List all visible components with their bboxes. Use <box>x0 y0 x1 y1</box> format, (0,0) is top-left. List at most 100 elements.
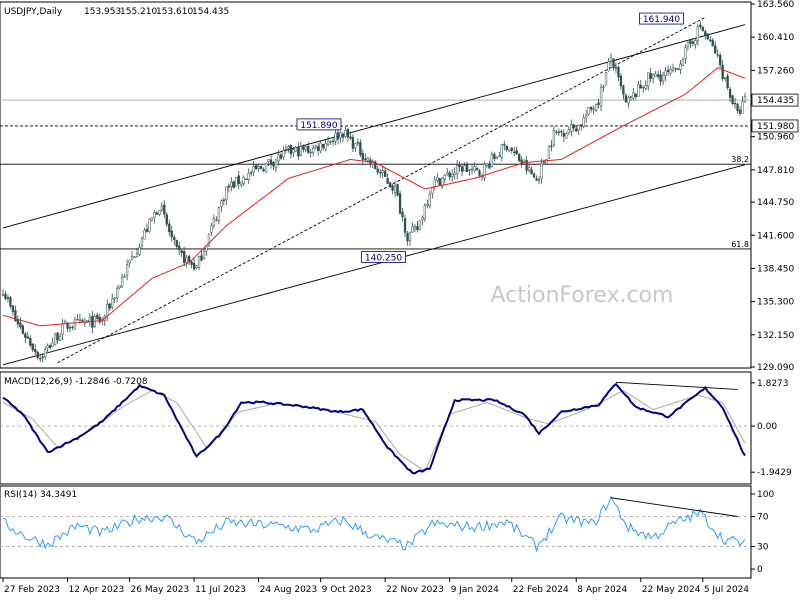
candle-body <box>150 217 154 221</box>
candle-body <box>711 39 714 47</box>
candle-body <box>366 157 369 161</box>
candle-body <box>468 169 471 171</box>
candle-body <box>34 349 37 353</box>
ohlc-high: 155.210 <box>120 7 157 17</box>
candle-body <box>187 255 191 262</box>
candle-body <box>178 245 181 250</box>
price-y-tick-label: 150.960 <box>757 133 794 143</box>
candle-body <box>629 96 632 98</box>
candle-body <box>396 184 399 196</box>
candle-body <box>706 33 709 40</box>
candle-body <box>81 319 84 322</box>
rsi-panel: RSI(14) 34.3491 100 70 30 0 <box>0 485 774 579</box>
candle-body <box>175 239 178 247</box>
candle-body <box>647 72 650 87</box>
candle-body <box>540 162 543 180</box>
candle-body <box>652 74 655 79</box>
candle-body <box>76 319 79 321</box>
candle-body <box>321 144 325 148</box>
candle-body <box>252 166 255 173</box>
candle-body <box>694 40 697 45</box>
candle-body <box>153 212 156 218</box>
candle-body <box>235 177 238 187</box>
fibonacci-level-label: 61.8 <box>731 240 749 249</box>
candle-body <box>197 256 201 268</box>
candle-body <box>458 164 461 167</box>
candle-body <box>49 345 52 348</box>
candle-body <box>495 157 498 160</box>
candle-body <box>349 136 352 139</box>
candle-body <box>617 66 620 78</box>
candle-body <box>448 172 451 178</box>
candle-body <box>709 39 712 41</box>
candle-body <box>257 166 260 169</box>
candle-body <box>29 337 32 346</box>
candle-body <box>371 160 374 165</box>
candle-body <box>96 314 99 319</box>
candle-body <box>140 238 144 246</box>
x-tick-label: 22 May 2024 <box>642 585 701 595</box>
candle-body <box>292 149 295 153</box>
candle-body <box>666 69 670 72</box>
candle-body <box>438 178 441 186</box>
macd-line <box>2 382 746 475</box>
candle-body <box>661 74 665 82</box>
candle-body <box>247 172 250 180</box>
candle-body <box>24 333 27 338</box>
candle-body <box>542 161 546 163</box>
price-annotation-label: 161.940 <box>643 15 680 25</box>
candle-body <box>488 164 491 169</box>
candle-body <box>518 153 521 162</box>
macd-y-tick-label: 1.8273 <box>757 379 789 389</box>
macd-title: MACD(12,26,9) -1.2846 -0.7208 <box>4 377 148 387</box>
candle-body <box>592 108 595 111</box>
candle-body <box>562 133 565 137</box>
candle-body <box>691 41 695 44</box>
price-y-tick-label: 138.450 <box>757 264 794 274</box>
x-axis: 27 Feb 2023 12 Apr 2023 26 May 2023 11 Jul … <box>2 578 749 595</box>
candle-body <box>130 255 134 260</box>
candle-body <box>547 146 551 160</box>
candle-body <box>669 69 672 74</box>
candle-body <box>242 176 245 184</box>
candle-body <box>525 160 528 171</box>
fibonacci-level-label: 38.2 <box>731 155 749 164</box>
candle-body <box>393 185 397 193</box>
x-tick-label: 22 Nov 2023 <box>386 585 444 595</box>
candle-body <box>602 86 605 88</box>
candle-body <box>364 158 367 160</box>
candle-body <box>664 70 667 76</box>
candle-body <box>671 67 675 71</box>
support-level-label: 151.980 <box>757 122 794 132</box>
candle-body <box>195 265 198 268</box>
candle-body <box>614 67 618 69</box>
candle-body <box>230 182 233 187</box>
price-panel-frame <box>0 1 752 369</box>
candle-body <box>299 146 302 156</box>
dotted-trend-line <box>57 16 706 364</box>
candle-body <box>329 141 332 143</box>
candle-body <box>354 143 357 149</box>
candle-body <box>483 163 486 179</box>
candle-body <box>254 164 258 170</box>
candle-body <box>736 103 739 112</box>
candle-body <box>66 322 69 329</box>
candle-body <box>607 61 610 72</box>
candle-body <box>207 233 211 246</box>
candle-body <box>741 101 744 114</box>
candlesticks <box>1 21 747 363</box>
candle-body <box>674 67 677 70</box>
candle-body <box>41 356 44 358</box>
candle-body <box>98 316 101 323</box>
candle-body <box>284 148 288 151</box>
candle-body <box>535 178 538 181</box>
candle-body <box>696 26 699 42</box>
moving-average <box>2 67 746 327</box>
price-panel: USDJPY,Daily 153.953 155.210 153.610 154… <box>0 0 799 373</box>
candle-body <box>158 210 161 215</box>
candle-body <box>190 261 193 265</box>
candle-body <box>406 233 409 242</box>
candle-body <box>9 297 12 307</box>
candle-body <box>552 130 556 145</box>
candle-body <box>728 88 732 98</box>
